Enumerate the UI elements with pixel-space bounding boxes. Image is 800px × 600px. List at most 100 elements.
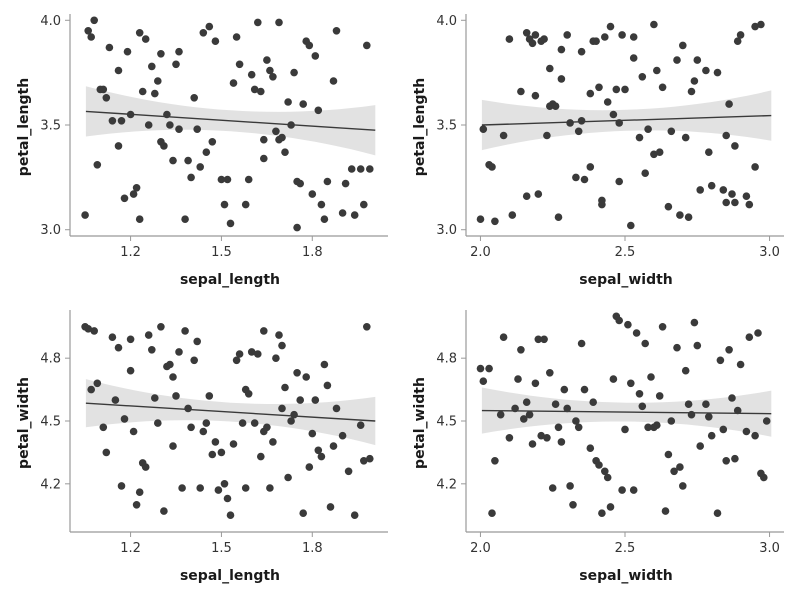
data-point (551, 102, 560, 110)
data-point (762, 417, 771, 425)
data-point (338, 209, 347, 217)
data-point (220, 200, 229, 209)
x-tick-label: 2.5 (615, 245, 636, 260)
data-point (199, 427, 208, 436)
data-point (592, 37, 600, 45)
data-point (705, 413, 713, 421)
regression-line (481, 114, 772, 126)
data-point (577, 47, 586, 56)
data-point (314, 106, 323, 115)
data-point (676, 211, 684, 219)
data-point (705, 148, 713, 156)
data-point (169, 156, 177, 165)
data-point (693, 56, 702, 64)
data-point (135, 488, 144, 496)
data-point (350, 511, 359, 519)
data-point (311, 396, 320, 404)
data-point (281, 383, 289, 392)
data-point (551, 400, 560, 408)
data-point (132, 184, 141, 192)
data-point (338, 431, 347, 440)
data-point (742, 192, 751, 200)
data-point (208, 138, 217, 146)
data-point (745, 333, 754, 341)
data-point (114, 142, 123, 150)
data-point (317, 200, 326, 209)
data-point (235, 60, 244, 69)
y-tick-label: 4.0 (40, 14, 61, 29)
data-point (175, 125, 183, 133)
x-tick-label: 3.0 (759, 245, 780, 260)
data-point (667, 417, 676, 425)
x-axis-label: sepal_width (579, 272, 673, 288)
data-point (87, 385, 95, 394)
data-point (505, 434, 514, 442)
y-axis-label: petal_length (412, 78, 428, 176)
data-point (499, 131, 508, 140)
data-point (120, 415, 129, 423)
data-point (664, 450, 673, 459)
data-point (356, 165, 365, 173)
data-point (114, 343, 123, 352)
data-point (329, 77, 338, 85)
x-axis-label: sepal_length (180, 272, 280, 288)
data-point (522, 29, 531, 37)
data-point (731, 198, 739, 207)
data-point (731, 454, 739, 463)
data-point (272, 354, 280, 362)
x-tick-label: 1.8 (302, 541, 323, 556)
data-point (546, 369, 554, 377)
data-point (172, 60, 180, 69)
data-point (499, 333, 508, 341)
data-point (707, 181, 716, 190)
data-point (650, 150, 658, 159)
data-point (223, 494, 232, 503)
data-point (485, 364, 493, 373)
data-point (290, 68, 298, 77)
data-point (664, 202, 673, 211)
data-point (725, 346, 733, 354)
data-point (629, 486, 638, 494)
data-point (260, 154, 268, 163)
data-point (148, 346, 156, 354)
data-point (488, 509, 496, 517)
x-tick-label: 1.2 (120, 245, 141, 260)
data-point (496, 410, 505, 419)
data-point (491, 457, 499, 465)
data-point (548, 484, 557, 492)
data-point (254, 350, 262, 358)
data-point (629, 33, 638, 41)
data-point (260, 135, 268, 144)
data-point (586, 89, 595, 98)
data-point (531, 31, 540, 39)
data-point (229, 440, 238, 448)
data-point (263, 423, 271, 432)
data-point (479, 125, 488, 133)
data-point (108, 117, 117, 125)
data-point (722, 457, 730, 465)
data-point (308, 429, 317, 438)
y-tick-label: 4.2 (436, 477, 457, 492)
data-point (269, 438, 277, 446)
data-point (676, 463, 684, 471)
data-point (580, 175, 589, 184)
data-point (679, 41, 687, 50)
data-point (257, 87, 265, 96)
data-point (733, 37, 742, 45)
data-point (102, 448, 111, 457)
data-point (350, 211, 359, 219)
data-point (154, 419, 162, 427)
data-point (214, 486, 223, 494)
data-point (323, 381, 332, 390)
data-point (290, 410, 298, 419)
data-point (557, 438, 566, 446)
data-point (117, 482, 126, 490)
data-point (296, 396, 304, 404)
data-point (719, 186, 728, 194)
data-point (193, 337, 201, 346)
data-point (347, 165, 356, 173)
data-point (284, 473, 292, 482)
data-point (178, 484, 186, 492)
data-point (250, 85, 259, 94)
data-point (586, 163, 595, 171)
